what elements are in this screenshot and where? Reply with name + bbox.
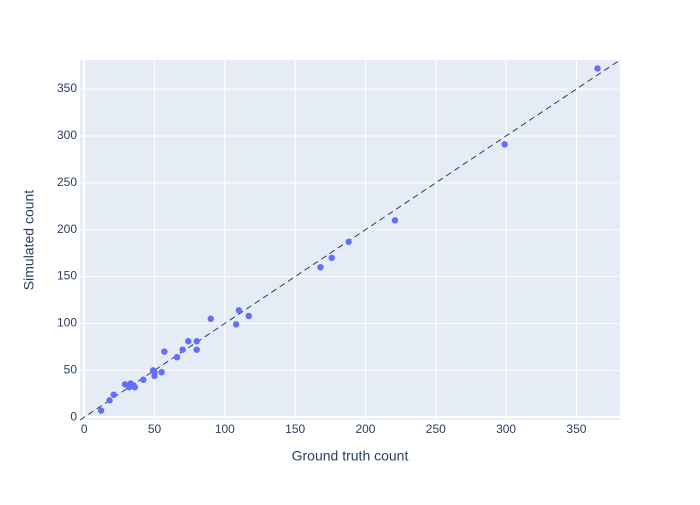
y-tick-label: 350 xyxy=(57,81,77,95)
point xyxy=(345,238,352,246)
point xyxy=(328,254,335,262)
point xyxy=(161,348,168,355)
point xyxy=(173,353,181,361)
y-tick-label: 200 xyxy=(57,222,77,236)
y-tick-label: 50 xyxy=(64,362,78,376)
point xyxy=(97,407,105,414)
point xyxy=(501,141,508,148)
point xyxy=(106,397,113,404)
point xyxy=(151,368,158,376)
x-tick-label: 200 xyxy=(355,422,375,436)
x-tick-label: 100 xyxy=(215,422,235,436)
y-tick-label: 100 xyxy=(57,316,77,330)
point xyxy=(179,346,186,353)
point xyxy=(245,312,252,320)
point xyxy=(594,65,601,72)
x-tick-label: 250 xyxy=(426,422,446,436)
y-tick-label: 250 xyxy=(57,175,77,189)
point xyxy=(185,338,192,345)
point xyxy=(235,307,243,314)
x-tick-label: 0 xyxy=(81,422,88,436)
x-tick-label: 350 xyxy=(566,422,586,436)
point xyxy=(110,391,117,398)
y-tick-label: 300 xyxy=(57,128,77,142)
point xyxy=(131,383,139,391)
point xyxy=(193,346,200,353)
point xyxy=(193,338,200,345)
y-tick-label: 0 xyxy=(70,409,77,423)
x-tick-label: 150 xyxy=(285,422,305,436)
point xyxy=(158,368,165,376)
x-tick-label: 50 xyxy=(148,422,162,436)
y-tick-label: 150 xyxy=(57,269,77,283)
point xyxy=(207,315,214,322)
point xyxy=(232,321,240,328)
point xyxy=(140,376,147,383)
x-tick-label: 300 xyxy=(496,422,516,436)
x-axis-label: Ground truth count xyxy=(292,448,409,464)
point xyxy=(317,263,324,271)
point xyxy=(391,217,399,224)
y-axis-label: Simulated count xyxy=(21,190,37,291)
